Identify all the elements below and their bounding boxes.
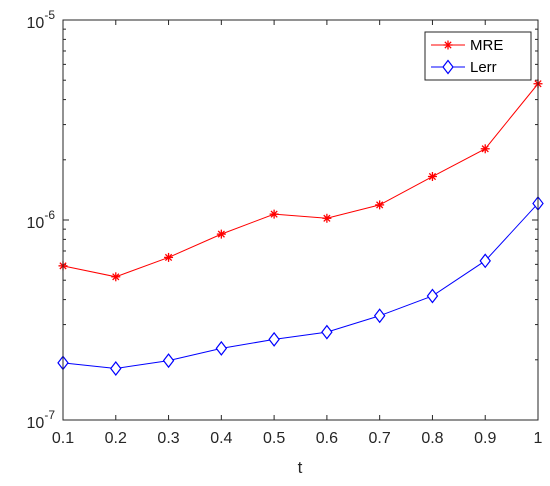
data-point-mre: [164, 252, 174, 262]
x-tick-label: 1: [534, 430, 543, 447]
legend-box: [424, 31, 532, 81]
data-point-mre: [427, 172, 437, 182]
x-tick-label: 0.9: [474, 430, 496, 447]
y-tick-label: 10-7: [27, 408, 56, 432]
plot-frame: [62, 19, 539, 421]
x-tick-label: 0.3: [157, 430, 179, 447]
y-tick-base: 10: [27, 415, 45, 432]
legend-label: MRE: [470, 37, 503, 54]
data-point-lerr: [373, 308, 386, 324]
y-tick-label: 10-6: [27, 208, 56, 232]
data-point-mre: [480, 144, 490, 154]
data-point-lerr: [162, 353, 175, 369]
y-tick-label: 10-5: [27, 8, 56, 32]
data-point-mre: [375, 200, 385, 210]
data-point-mre: [269, 209, 279, 219]
y-tick-exponent: -6: [44, 208, 55, 222]
x-tick-label: 0.1: [52, 430, 74, 447]
legend-entry-lerr: Lerr: [431, 59, 497, 76]
series-line-mre: [62, 83, 539, 278]
y-tick-exponent: -7: [44, 408, 55, 422]
plot-area: [63, 20, 538, 420]
data-point-lerr: [426, 288, 439, 304]
data-point-lerr: [110, 360, 122, 376]
x-tick-label: 0.8: [421, 430, 443, 447]
data-point-mre: [216, 229, 226, 239]
data-point-lerr: [268, 331, 280, 347]
legend-marker: [443, 40, 453, 50]
y-tick-exponent: -5: [44, 8, 55, 22]
x-tick-label: 0.7: [369, 430, 391, 447]
x-axis-label: t: [298, 458, 303, 477]
x-tick-label: 0.4: [210, 430, 232, 447]
data-point-lerr: [321, 324, 333, 340]
data-point-lerr: [215, 340, 228, 356]
legend: MRE Lerr: [424, 31, 532, 81]
x-tick-label: 0.6: [316, 430, 338, 447]
data-point-mre: [111, 272, 121, 282]
x-tick-label: 0.2: [105, 430, 127, 447]
y-tick-base: 10: [27, 15, 45, 32]
y-tick-base: 10: [27, 215, 45, 232]
legend-entry-mre: MRE: [431, 37, 503, 54]
x-tick-labels: 0.1 0.2 0.3 0.4 0.5 0.6 0.7 0.8 0.9 1: [52, 430, 543, 447]
y-tick-labels: 10-710-610-5: [27, 8, 56, 432]
data-point-lerr: [479, 253, 491, 269]
legend-label: Lerr: [470, 59, 497, 76]
series-line-lerr: [62, 203, 539, 369]
x-tick-label: 0.5: [263, 430, 285, 447]
legend-marker: [442, 59, 454, 75]
data-point-mre: [322, 213, 332, 223]
